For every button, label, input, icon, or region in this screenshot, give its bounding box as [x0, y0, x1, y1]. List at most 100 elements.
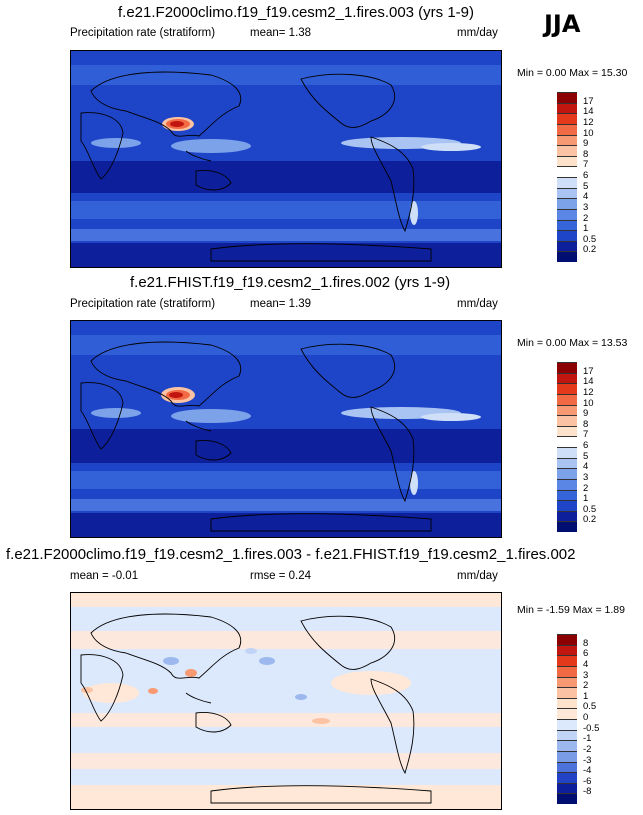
colorbar-label: 14	[583, 376, 594, 388]
colorbar-swatch	[557, 761, 577, 773]
colorbar-label: 12	[583, 116, 594, 128]
colorbar-label: 17	[583, 365, 594, 377]
colorbar-swatch	[557, 177, 577, 188]
colorbar-label: 0.5	[583, 503, 597, 515]
colorbar-swatch	[557, 362, 577, 373]
panel-1-colorbar: 17 14 12 10 9 8 7 6 5 4 3 2 1 0.5 0.2	[557, 92, 617, 262]
panel-1-map	[70, 50, 502, 268]
colorbar-label: 10	[583, 127, 594, 139]
colorbar-label: 3	[583, 669, 589, 681]
colorbar-swatch	[557, 719, 577, 730]
colorbar-swatch	[557, 457, 577, 469]
colorbar-swatch	[557, 708, 577, 719]
colorbar-swatch	[557, 676, 577, 688]
colorbar-label: 2	[583, 680, 589, 692]
panel-1-mean: mean= 1.38	[250, 27, 312, 39]
colorbar-label: 9	[583, 408, 589, 420]
colorbar-label: 4	[583, 461, 589, 473]
colorbar-label: 6	[583, 170, 589, 181]
colorbar-swatch	[557, 404, 577, 416]
colorbar-label: 8	[583, 148, 589, 160]
colorbar-swatch	[557, 208, 577, 220]
colorbar-label: -0.5	[583, 722, 600, 734]
colorbar-swatch	[557, 92, 577, 103]
colorbar-swatch	[557, 655, 577, 666]
panel-3-units: mm/day	[457, 570, 498, 582]
colorbar-swatch	[557, 644, 577, 656]
colorbar-swatch	[557, 425, 577, 437]
colorbar-swatch	[557, 510, 577, 522]
colorbar-swatch	[557, 240, 577, 252]
colorbar-label: 0.5	[583, 701, 597, 713]
colorbar-swatch	[557, 166, 577, 177]
colorbar-label: 2	[583, 482, 589, 494]
colorbar-label: 6	[583, 648, 589, 660]
panel-3-map	[70, 592, 502, 810]
precip-map-1	[71, 51, 501, 267]
colorbar-swatch	[557, 393, 577, 405]
panel-2-title: f.e21.FHIST.f19_f19.cesm2_1.fires.002 (y…	[130, 274, 451, 291]
panel-3-mean: mean = -0.01	[70, 570, 139, 582]
colorbar-swatch	[557, 436, 577, 447]
panel-2-mean: mean= 1.39	[250, 298, 312, 310]
colorbar-swatch	[557, 383, 577, 394]
colorbar-label: 4	[583, 191, 589, 203]
colorbar-label: 0.5	[583, 233, 597, 245]
colorbar-label: 6	[583, 440, 589, 451]
colorbar-swatch	[557, 134, 577, 146]
colorbar-label: 0	[583, 712, 589, 723]
colorbar-label: -6	[583, 775, 592, 787]
colorbar-label: 8	[583, 637, 589, 649]
panel-2-units: mm/day	[457, 298, 498, 310]
colorbar-label: 1	[583, 493, 589, 505]
colorbar-swatch	[557, 772, 577, 783]
colorbar-swatch	[557, 468, 577, 479]
colorbar-swatch	[557, 102, 577, 114]
colorbar-label: 0.2	[583, 514, 597, 526]
panel-3-title: f.e21.F2000climo.f19_f19.cesm2_1.fires.0…	[6, 546, 576, 563]
colorbar-swatch	[557, 230, 577, 241]
colorbar-swatch	[557, 793, 577, 804]
colorbar-label: 14	[583, 106, 594, 118]
panel-1-units: mm/day	[457, 27, 498, 39]
colorbar-label: 0.2	[583, 244, 597, 256]
colorbar-swatch	[557, 634, 577, 645]
colorbar-swatch	[557, 500, 577, 511]
colorbar-swatch	[557, 187, 577, 199]
panel-2-minmax: Min = 0.00 Max = 13.53	[517, 337, 628, 349]
colorbar-swatch	[557, 740, 577, 751]
colorbar-swatch	[557, 198, 577, 209]
colorbar-swatch	[557, 447, 577, 458]
colorbar-swatch	[557, 687, 577, 698]
precip-map-2	[71, 321, 501, 537]
colorbar-swatch	[557, 697, 577, 709]
panel-2-map	[70, 320, 502, 538]
colorbar-label: -4	[583, 765, 592, 777]
colorbar-swatch	[557, 415, 577, 426]
colorbar-label: 3	[583, 471, 589, 483]
colorbar-label: 9	[583, 138, 589, 150]
colorbar-label: 4	[583, 658, 589, 670]
colorbar-label: -1	[583, 733, 592, 745]
colorbar-label: -2	[583, 743, 592, 755]
panel-3-rmse: rmse = 0.24	[250, 570, 312, 582]
colorbar-swatch	[557, 145, 577, 156]
panel-3-minmax: Min = -1.59 Max = 1.89	[517, 604, 625, 616]
colorbar-label: -8	[583, 786, 592, 798]
colorbar-swatch	[557, 219, 577, 231]
colorbar-label: 8	[583, 418, 589, 430]
colorbar-swatch	[557, 665, 577, 677]
panel-2-field: Precipitation rate (stratiform)	[70, 298, 216, 310]
panel-1-field: Precipitation rate (stratiform)	[70, 27, 216, 39]
panel-1-minmax: Min = 0.00 Max = 15.30	[517, 67, 628, 79]
panel-2-colorbar: 17 14 12 10 9 8 7 6 5 4 3 2 1 0.5 0.2	[557, 362, 617, 532]
colorbar-swatch	[557, 251, 577, 262]
colorbar-swatch	[557, 372, 577, 384]
colorbar-swatch	[557, 489, 577, 501]
colorbar-label: 2	[583, 212, 589, 224]
colorbar-label: 7	[583, 429, 589, 441]
colorbar-label: 5	[583, 180, 589, 192]
colorbar-label: 7	[583, 159, 589, 171]
colorbar-swatch	[557, 123, 577, 135]
colorbar-label: 12	[583, 386, 594, 398]
